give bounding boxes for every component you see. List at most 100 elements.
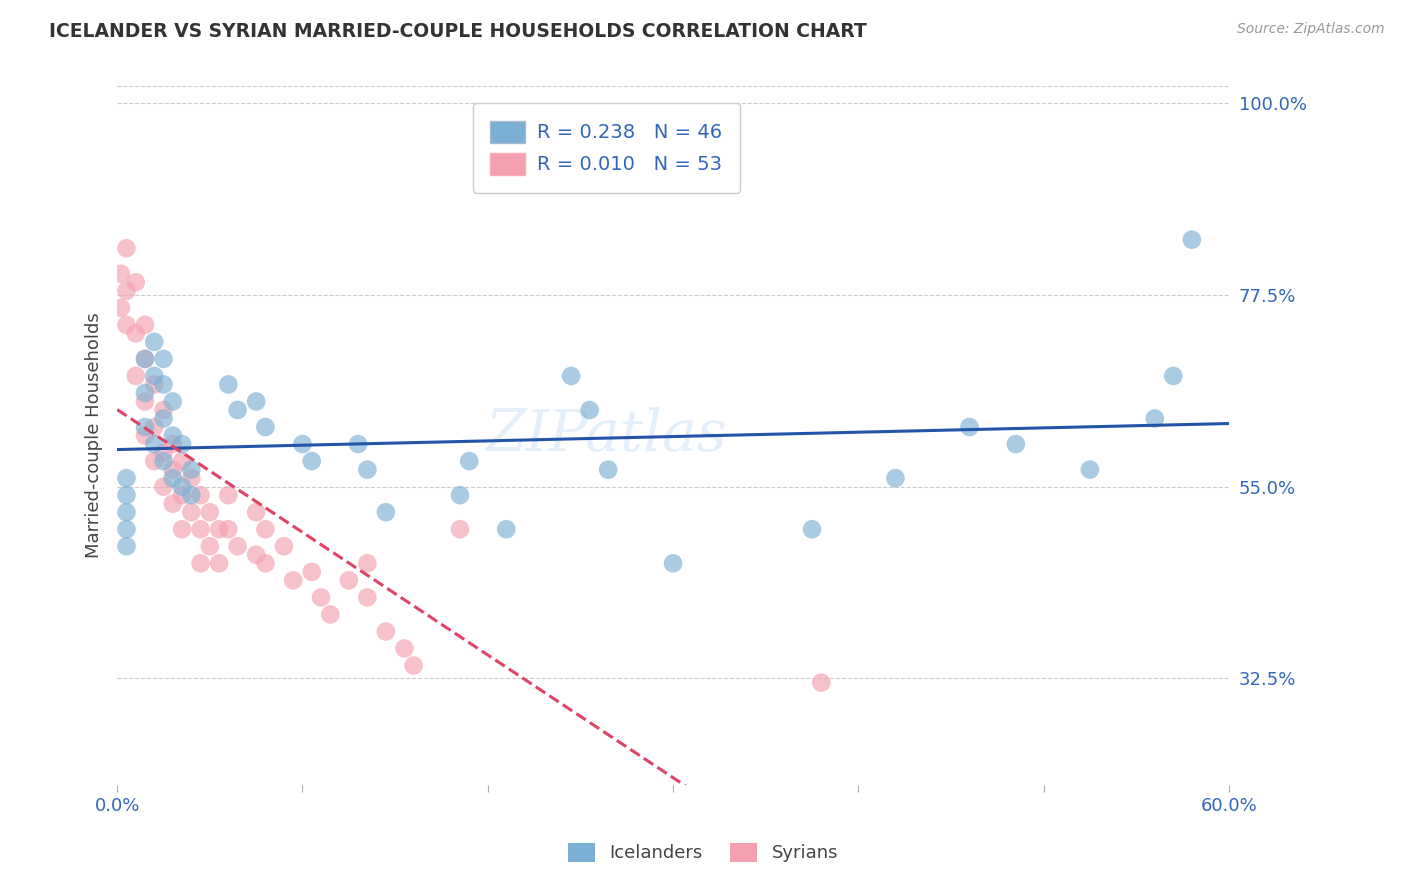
Point bbox=[115, 318, 138, 332]
Point bbox=[301, 565, 323, 579]
Point bbox=[578, 403, 600, 417]
Point bbox=[662, 557, 685, 571]
Point bbox=[198, 505, 221, 519]
Point bbox=[170, 522, 193, 536]
Point bbox=[208, 557, 231, 571]
Point bbox=[152, 480, 174, 494]
Point bbox=[273, 539, 295, 553]
Point bbox=[152, 454, 174, 468]
Point bbox=[198, 539, 221, 553]
Point bbox=[226, 403, 249, 417]
Point bbox=[180, 505, 202, 519]
Point bbox=[217, 488, 239, 502]
Point bbox=[226, 539, 249, 553]
Point bbox=[254, 420, 277, 434]
Point bbox=[208, 522, 231, 536]
Point bbox=[152, 411, 174, 425]
Point bbox=[115, 241, 138, 255]
Point bbox=[1143, 411, 1166, 425]
Point bbox=[1005, 437, 1028, 451]
Point bbox=[115, 471, 138, 485]
Point bbox=[394, 641, 416, 656]
Point bbox=[170, 480, 193, 494]
Point bbox=[217, 522, 239, 536]
Point bbox=[254, 557, 277, 571]
Point bbox=[115, 522, 138, 536]
Point bbox=[170, 488, 193, 502]
Text: ZIPatlas: ZIPatlas bbox=[485, 408, 727, 464]
Point bbox=[598, 462, 620, 476]
Point bbox=[374, 505, 396, 519]
Point bbox=[134, 318, 156, 332]
Point bbox=[152, 351, 174, 366]
Point bbox=[449, 522, 471, 536]
Point bbox=[245, 505, 267, 519]
Point bbox=[190, 522, 212, 536]
Point bbox=[245, 548, 267, 562]
Point bbox=[134, 351, 156, 366]
Point bbox=[152, 445, 174, 459]
Point bbox=[458, 454, 481, 468]
Point bbox=[356, 591, 378, 605]
Point bbox=[356, 557, 378, 571]
Point bbox=[115, 488, 138, 502]
Point bbox=[190, 488, 212, 502]
Point bbox=[1181, 233, 1204, 247]
Point bbox=[1163, 368, 1185, 383]
Point bbox=[134, 386, 156, 401]
Text: Source: ZipAtlas.com: Source: ZipAtlas.com bbox=[1237, 22, 1385, 37]
Point bbox=[162, 394, 184, 409]
Point bbox=[245, 394, 267, 409]
Point bbox=[495, 522, 517, 536]
Point bbox=[162, 462, 184, 476]
Point bbox=[319, 607, 342, 622]
Point bbox=[449, 488, 471, 502]
Point bbox=[143, 334, 166, 349]
Point bbox=[170, 454, 193, 468]
Point bbox=[180, 488, 202, 502]
Point bbox=[217, 377, 239, 392]
Point bbox=[134, 394, 156, 409]
Point bbox=[190, 557, 212, 571]
Point bbox=[801, 522, 824, 536]
Point bbox=[337, 574, 360, 588]
Point bbox=[162, 497, 184, 511]
Point bbox=[125, 368, 148, 383]
Point bbox=[170, 437, 193, 451]
Point bbox=[143, 368, 166, 383]
Point bbox=[959, 420, 981, 434]
Point bbox=[110, 267, 132, 281]
Point bbox=[143, 377, 166, 392]
Point bbox=[143, 437, 166, 451]
Point bbox=[143, 454, 166, 468]
Point bbox=[134, 428, 156, 442]
Point bbox=[125, 326, 148, 341]
Legend: R = 0.238   N = 46, R = 0.010   N = 53: R = 0.238 N = 46, R = 0.010 N = 53 bbox=[472, 103, 740, 193]
Point bbox=[134, 420, 156, 434]
Point bbox=[115, 284, 138, 298]
Point bbox=[301, 454, 323, 468]
Point bbox=[402, 658, 425, 673]
Text: ICELANDER VS SYRIAN MARRIED-COUPLE HOUSEHOLDS CORRELATION CHART: ICELANDER VS SYRIAN MARRIED-COUPLE HOUSE… bbox=[49, 22, 868, 41]
Point bbox=[884, 471, 907, 485]
Point bbox=[180, 471, 202, 485]
Point bbox=[125, 275, 148, 289]
Point bbox=[110, 301, 132, 315]
Point bbox=[254, 522, 277, 536]
Point bbox=[560, 368, 582, 383]
Point bbox=[152, 403, 174, 417]
Point bbox=[356, 462, 378, 476]
Point bbox=[115, 539, 138, 553]
Point bbox=[180, 462, 202, 476]
Point bbox=[810, 675, 832, 690]
Legend: Icelanders, Syrians: Icelanders, Syrians bbox=[561, 836, 845, 870]
Point bbox=[162, 471, 184, 485]
Point bbox=[309, 591, 332, 605]
Point bbox=[374, 624, 396, 639]
Point bbox=[152, 377, 174, 392]
Point bbox=[143, 420, 166, 434]
Point bbox=[291, 437, 314, 451]
Point bbox=[1078, 462, 1101, 476]
Point bbox=[162, 428, 184, 442]
Point bbox=[115, 505, 138, 519]
